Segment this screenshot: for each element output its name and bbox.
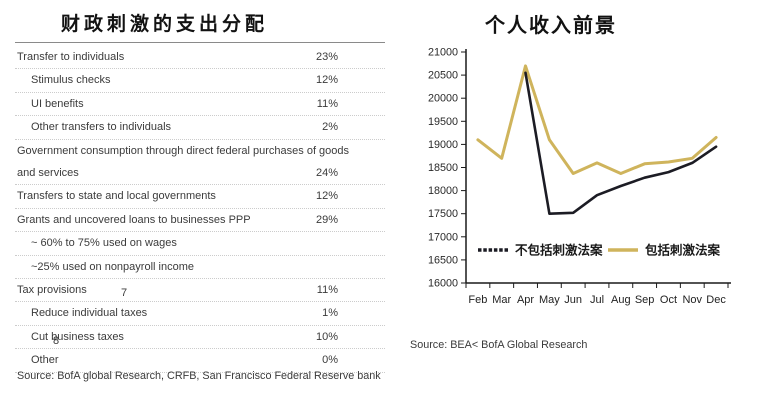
row-label: ~ 60% to 75% used on wages <box>31 237 177 250</box>
x-axis-label: Sep <box>635 294 655 306</box>
row-value: 29% <box>315 213 338 226</box>
table-row: Tax provisions 11% <box>15 279 385 303</box>
row-label: Other <box>31 354 59 367</box>
right-panel-title: 个人收入前景 <box>485 15 617 37</box>
table-row: Transfer to individuals 23% <box>15 46 385 70</box>
x-axis-label: Dec <box>706 294 726 306</box>
y-axis-label: 19500 <box>428 116 458 128</box>
row-value: 11% <box>316 284 338 297</box>
row-value: 23% <box>315 51 338 63</box>
row-value: 10% <box>315 330 338 343</box>
table-row: UI benefits 11% <box>15 93 385 117</box>
footnote-marker-7: 7 <box>121 287 128 299</box>
spending-allocation-table-panel: 财政刺激的支出分配 Transfer to individuals 23% Stim… <box>15 8 385 406</box>
row-value: 24% <box>315 167 338 180</box>
legend-label: 不包括刺激法案 <box>515 243 603 258</box>
table-row: Government consumption through direct fe… <box>15 140 385 186</box>
spending-table: Transfer to individuals 23% Stimulus check… <box>15 46 385 373</box>
row-label: Cut business taxes <box>31 330 124 343</box>
row-label: Stimulus checks <box>31 74 111 87</box>
table-row: Other 0% <box>15 349 385 373</box>
x-axis-label: Jul <box>590 294 604 306</box>
row-label: ~25% used on nonpayroll income <box>31 260 194 273</box>
y-axis-label: 18500 <box>428 162 458 174</box>
row-label: Government consumption through direct fe… <box>17 144 350 180</box>
y-axis-label: 20000 <box>428 93 458 105</box>
footnote-marker-8: 8 <box>53 335 60 347</box>
y-axis-label: 21000 <box>428 47 458 59</box>
row-label: Transfers to state and local governments <box>17 190 216 203</box>
row-value: 12% <box>315 74 338 87</box>
table-row: Grants and uncovered loans to businesses… <box>15 209 385 233</box>
x-axis-label: Apr <box>517 294 534 306</box>
legend-label: 包括刺激法案 <box>644 243 721 258</box>
chart-line-不包括刺激法案 <box>524 71 718 215</box>
x-axis-label: Mar <box>492 294 511 306</box>
x-axis-label: Feb <box>468 294 487 306</box>
y-axis-label: 18000 <box>428 185 458 197</box>
row-label: Grants and uncovered loans to businesses… <box>17 213 251 226</box>
right-source-note: Source: BEA< BofA Global Research <box>410 339 588 351</box>
row-value: 2% <box>322 121 338 134</box>
row-label: Reduce individual taxes <box>31 307 148 320</box>
table-row: Cut business taxes 10% <box>15 326 385 350</box>
table-row: Other transfers to individuals 2% <box>15 116 385 140</box>
row-value: 1% <box>322 307 338 320</box>
y-axis-label: 17000 <box>428 231 458 243</box>
income-line-chart: 21000 20500 20000 19500 19000 18500 18000 17500… <box>428 47 731 306</box>
row-value: 12% <box>315 190 338 203</box>
y-axis-label: 20500 <box>428 70 458 82</box>
left-panel-title: 财政刺激的支出分配 <box>61 14 269 35</box>
table-row: Stimulus checks 12% <box>15 69 385 93</box>
row-label: UI benefits <box>31 97 84 110</box>
row-value: 0% <box>322 354 338 367</box>
x-axis-label: Oct <box>660 294 677 306</box>
row-value: 11% <box>316 97 338 110</box>
left-source-note: Source: BofA global Research, CRFB, San … <box>17 370 381 382</box>
table-row: Transfers to state and local governments… <box>15 185 385 209</box>
x-axis-label: Aug <box>611 294 631 306</box>
title-divider-line <box>15 42 385 43</box>
table-row: ~25% used on nonpayroll income <box>15 256 385 280</box>
y-axis-label: 16000 <box>428 278 458 290</box>
table-row: ~ 60% to 75% used on wages <box>15 232 385 256</box>
row-label: Tax provisions <box>17 284 87 297</box>
y-axis-label: 16500 <box>428 254 458 266</box>
x-axis-label: Jun <box>564 294 582 306</box>
row-label: Transfer to individuals <box>17 51 125 63</box>
y-axis-label: 17500 <box>428 208 458 220</box>
chart-line-包括刺激法案 <box>476 64 718 175</box>
row-label: Other transfers to individuals <box>31 121 172 134</box>
x-axis-label: May <box>539 294 560 306</box>
personal-income-chart-panel: 个人收入前景 21000 20500 20000 19500 19000 18500 180… <box>389 0 778 409</box>
x-axis-label: Nov <box>682 294 702 306</box>
table-row: Reduce individual taxes 1% <box>15 302 385 326</box>
y-axis-label: 19000 <box>428 139 458 151</box>
